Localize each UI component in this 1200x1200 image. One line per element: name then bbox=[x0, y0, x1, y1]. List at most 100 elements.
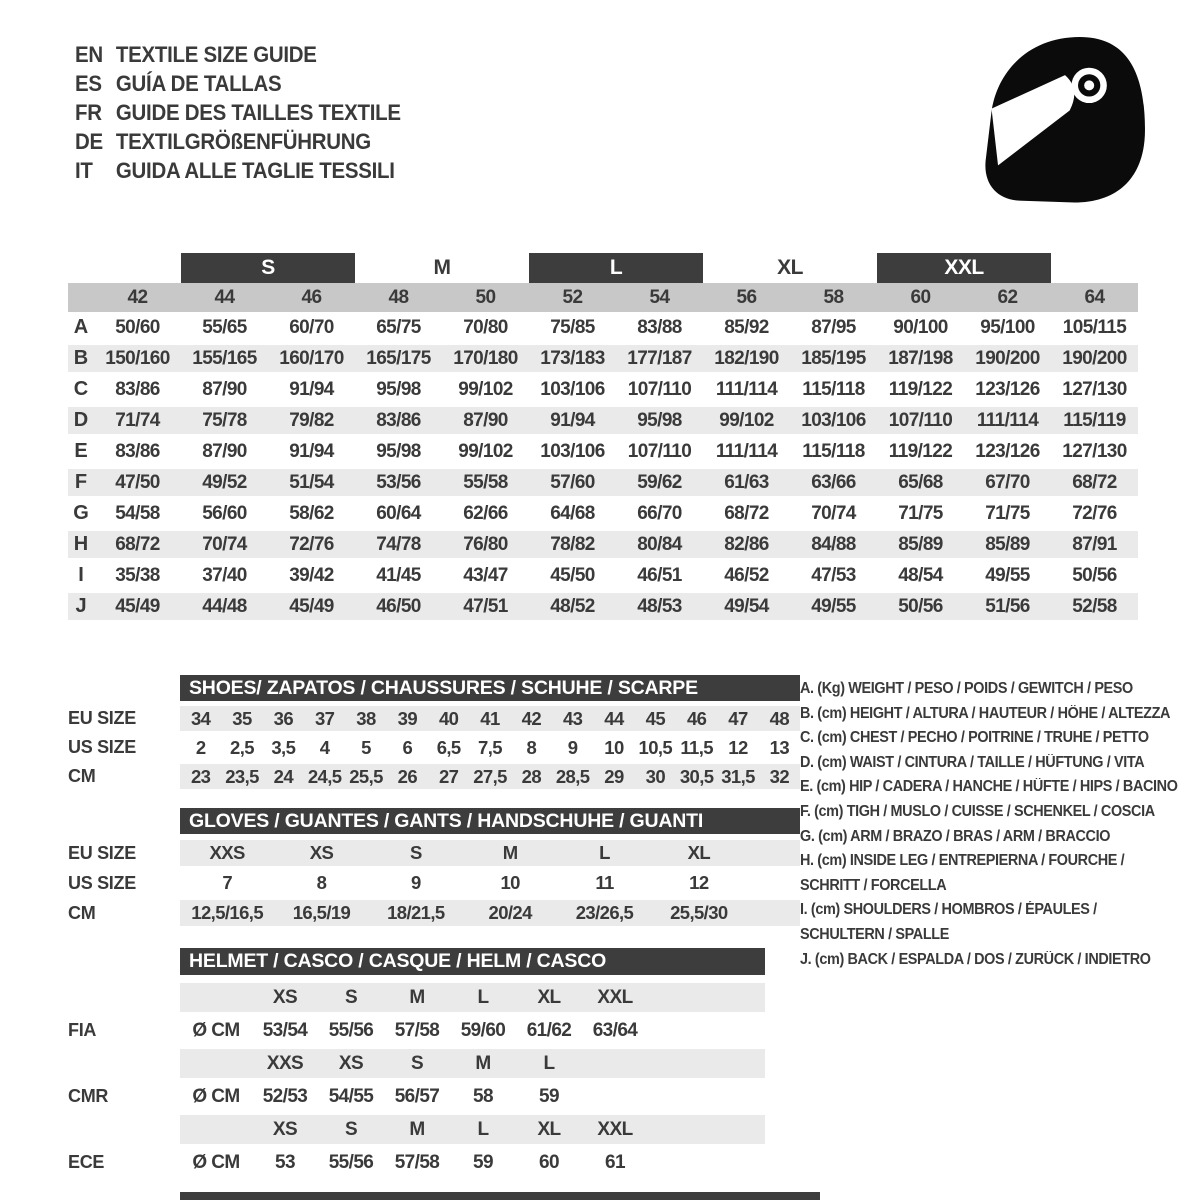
measurement-cell: 123/126 bbox=[975, 378, 1040, 400]
measurement-cell: 70/74 bbox=[811, 502, 856, 524]
row-label: US SIZE bbox=[68, 737, 136, 757]
legend-line: SCHRITT / FORCELLA bbox=[800, 874, 1200, 899]
textile-size-table: S M L XL XXL 42 44 46 48 50 52 54 56 58 60 62 64 A 50/60… bbox=[68, 253, 1138, 622]
legend-text: WAIST / CINTURA / TAILLE / HÜFTUNG / VIT… bbox=[849, 753, 1145, 771]
helmet-size-cell: XXL bbox=[597, 1118, 633, 1140]
row-body: 12,5/16,5 16,5/19 18/21,5 20/24 23/26,5 25,5/… bbox=[180, 898, 800, 928]
row-values: XXS XS S M L XL bbox=[180, 842, 746, 864]
value-cell: 35 bbox=[232, 707, 252, 729]
legend-text: WEIGHT / PESO / POIDS / GEWITCH / PESO bbox=[848, 680, 1133, 697]
size-column-header-row: 42 44 46 48 50 52 54 56 58 60 62 64 bbox=[68, 283, 1138, 312]
helmet-icon bbox=[972, 24, 1158, 210]
value-cell: 23,5 bbox=[225, 765, 259, 787]
row-body: Ø CM 53 55/56 57/58 59 60 61 bbox=[180, 1146, 765, 1179]
measurement-cell: 75/85 bbox=[550, 316, 595, 338]
measurement-cell: 87/91 bbox=[1072, 533, 1117, 555]
measurement-cell: 59/62 bbox=[637, 471, 682, 493]
helmet-value-cell: 61/62 bbox=[526, 1019, 572, 1041]
value-cell: XL bbox=[687, 842, 711, 863]
legend-text: TIGH / MUSLO / CUISSE / SCHENKEL / COSCI… bbox=[846, 802, 1155, 820]
value-cell: M bbox=[502, 842, 518, 863]
legend-id: F. bbox=[800, 802, 815, 820]
row-values: 2 2,5 3,5 4 5 6 6,5 7,5 8 9 10 10,5 11,5 12 13 bbox=[180, 737, 800, 759]
row-letter: I bbox=[78, 564, 84, 586]
measurement-cell: 64/68 bbox=[550, 502, 595, 524]
language-code: ES bbox=[75, 71, 102, 96]
value-cell: 12 bbox=[689, 872, 709, 893]
section-row: US SIZE 7 8 9 10 11 12 bbox=[68, 868, 800, 898]
row-values: 12,5/16,5 16,5/19 18/21,5 20/24 23/26,5 25,5/… bbox=[180, 902, 746, 924]
helmet-value-cell: 55/56 bbox=[328, 1151, 374, 1173]
value-cell: 13 bbox=[769, 736, 790, 758]
measurement-cell: 70/80 bbox=[463, 316, 508, 338]
legend-line: D. (cm) WAIST / CINTURA / TAILLE / HÜFTU… bbox=[800, 751, 1200, 776]
measurement-cell: 49/55 bbox=[811, 595, 856, 617]
measurement-cell: 111/114 bbox=[976, 409, 1039, 431]
measurement-cell: 65/75 bbox=[376, 316, 421, 338]
language-label: GUÍA DE TALLAS bbox=[115, 71, 282, 96]
row-label-spacer bbox=[68, 981, 180, 1014]
size-column-header: 50 bbox=[475, 286, 497, 308]
legend-line: SCHULTERN / SPALLE bbox=[800, 923, 1200, 948]
language-label: TEXTILGRÖßENFÜHRUNG bbox=[115, 129, 371, 154]
value-cell: 25,5/30 bbox=[670, 902, 728, 923]
row-letter: H bbox=[73, 533, 89, 555]
gloves-table: GLOVES / GUANTES / GANTS / HANDSCHUHE / … bbox=[68, 808, 800, 928]
value-cell: 38 bbox=[356, 707, 376, 729]
measurement-cell: 35/38 bbox=[115, 564, 160, 586]
value-cell: 27 bbox=[438, 765, 459, 787]
size-column-header: 46 bbox=[301, 286, 323, 308]
size-column-header: 48 bbox=[388, 286, 410, 308]
helmet-value-cell: 63/64 bbox=[592, 1019, 638, 1041]
helmet-size-cell: M bbox=[409, 1118, 425, 1140]
row-body: 34 35 36 37 38 39 40 41 42 43 44 45 46 47 48 bbox=[180, 704, 800, 733]
helmet-size-cell: L bbox=[477, 1118, 489, 1140]
language-title-list: EN TEXTILE SIZE GUIDE ES GUÍA DE TALLAS FR GU… bbox=[75, 40, 425, 185]
measurement-cell: 95/100 bbox=[980, 316, 1035, 338]
helmet-value-cell: 57/58 bbox=[394, 1019, 440, 1041]
value-cell: 20/24 bbox=[488, 902, 533, 923]
section-title: HELMET / CASCO / CASQUE / HELM / CASCO bbox=[180, 948, 765, 975]
section-header-spacer bbox=[68, 808, 180, 838]
measurement-cell: 71/74 bbox=[115, 409, 160, 431]
measurement-cell: 74/78 bbox=[376, 533, 421, 555]
value-cell: 5 bbox=[361, 736, 371, 758]
helmet-value-cell: 55/56 bbox=[328, 1019, 374, 1041]
legend-line: C. (cm) CHEST / PECHO / POITRINE / TRUHE… bbox=[800, 726, 1200, 751]
value-cell: 2 bbox=[195, 736, 206, 758]
measurement-cell: 190/200 bbox=[975, 347, 1040, 369]
measurement-cell: 99/102 bbox=[458, 440, 513, 462]
value-cell: 8 bbox=[316, 872, 327, 893]
measurement-cell: 185/195 bbox=[801, 347, 866, 369]
value-cell: 24 bbox=[273, 765, 294, 787]
section-row: US SIZE 2 2,5 3,5 4 5 6 6,5 7,5 8 9 10 10,5 11,5 12 13 bbox=[68, 733, 800, 762]
measurement-cell: 50/60 bbox=[115, 316, 160, 338]
value-cell: 23 bbox=[190, 765, 211, 787]
value-cell: 18/21,5 bbox=[387, 902, 445, 923]
row-letter: B bbox=[73, 347, 89, 369]
row-values: 7 8 9 10 11 12 bbox=[180, 872, 746, 894]
language-title: ES GUÍA DE TALLAS bbox=[75, 69, 401, 98]
legend-text: ARM / BRAZO / BRAS / ARM / BRACCIO bbox=[850, 827, 1111, 845]
legend-line: F. (cm) TIGH / MUSLO / CUISSE / SCHENKEL… bbox=[800, 800, 1200, 825]
measurement-cell: 53/56 bbox=[376, 471, 421, 493]
value-cell: 36 bbox=[273, 707, 294, 729]
language-title: FR GUIDE DES TAILLES TEXTILE bbox=[75, 98, 401, 127]
value-cell: 40 bbox=[438, 707, 459, 729]
measurement-row: J 45/49 44/48 45/49 46/50 47/51 48/52 48/53 49/5… bbox=[68, 591, 1138, 622]
unit-label: Ø CM bbox=[192, 1151, 240, 1173]
legend-line: B. (cm) HEIGHT / ALTURA / HAUTEUR / HÖHE… bbox=[800, 702, 1200, 727]
helmet-size-cell: XXL bbox=[597, 986, 633, 1008]
helmet-icon-svg bbox=[985, 37, 1145, 203]
legend-id: B. bbox=[800, 704, 818, 722]
row-body: XS S M L XL XXL bbox=[180, 1113, 765, 1146]
measurement-cell: 80/84 bbox=[637, 533, 682, 555]
legend-unit: (cm) bbox=[817, 753, 850, 771]
measurement-cell: 46/52 bbox=[724, 564, 769, 586]
helmet-size-cell: XS bbox=[272, 1118, 298, 1140]
measurement-cell: 83/86 bbox=[376, 409, 421, 431]
measurement-cell: 85/89 bbox=[985, 533, 1030, 555]
value-cell: 27,5 bbox=[473, 765, 507, 787]
row-label: CM bbox=[68, 766, 96, 786]
row-body: Ø CM 52/53 54/55 56/57 58 59 bbox=[180, 1080, 765, 1113]
